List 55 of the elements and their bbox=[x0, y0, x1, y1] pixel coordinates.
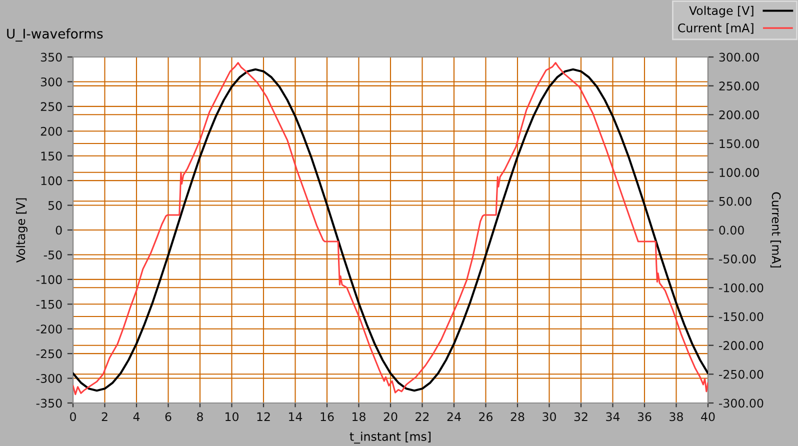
y2-tick-label: 300.00 bbox=[719, 52, 759, 62]
y-tick-label: 250 bbox=[40, 102, 62, 112]
y-tick-label: -100 bbox=[36, 275, 62, 284]
chart-title: U_I-waveforms bbox=[7, 28, 103, 42]
y2-tick-label: -50.00 bbox=[718, 254, 756, 264]
y-axis-title: Voltage [V] bbox=[16, 198, 28, 263]
y2-tick-label: 250.00 bbox=[719, 82, 759, 90]
x-tick-label: 4 bbox=[133, 412, 140, 421]
y2-tick-label: -150.00 bbox=[718, 312, 764, 322]
x-tick-label: 36 bbox=[638, 412, 652, 422]
y-tick-label: 100 bbox=[41, 176, 62, 186]
x-tick-label: 8 bbox=[197, 412, 203, 422]
y2-tick-label: 150.00 bbox=[720, 139, 759, 148]
y-tick-label: -300 bbox=[36, 374, 62, 383]
y2-tick-label: -300.00 bbox=[718, 398, 764, 408]
x-tick-label: 14 bbox=[289, 412, 302, 421]
y-tick-label: -250 bbox=[36, 349, 62, 358]
y2-tick-label: 200.00 bbox=[719, 110, 759, 120]
x-tick-label: 32 bbox=[574, 412, 588, 422]
x-tick-label: 28 bbox=[510, 412, 524, 422]
x-tick-label: 40 bbox=[701, 412, 715, 422]
x-tick-label: 30 bbox=[542, 412, 556, 422]
y2-tick-label: 50.00 bbox=[719, 196, 752, 206]
x-tick-label: 2 bbox=[102, 412, 108, 421]
x-tick-label: 20 bbox=[384, 412, 398, 422]
x-tick-label: 18 bbox=[352, 412, 366, 422]
y2-tick-label: 0.00 bbox=[719, 226, 744, 235]
y-tick-label: 300 bbox=[40, 77, 62, 86]
y-tick-label: -350 bbox=[36, 398, 62, 408]
x-axis-title: t_instant [ms] bbox=[350, 432, 431, 444]
x-tick-label: 38 bbox=[670, 412, 683, 422]
x-tick-label: 26 bbox=[479, 412, 493, 422]
x-tick-label: 0 bbox=[70, 412, 76, 422]
x-tick-label: 6 bbox=[165, 412, 172, 422]
y-tick-label: 50 bbox=[48, 201, 62, 210]
y-tick-label: 200 bbox=[40, 126, 62, 136]
y-tick-label: 150 bbox=[41, 152, 62, 161]
y2-tick-label: 100.00 bbox=[720, 168, 759, 177]
legend-label: Current [mA] bbox=[678, 23, 754, 34]
y-tick-label: -200 bbox=[36, 324, 62, 334]
y2-tick-label: -250.00 bbox=[718, 370, 764, 379]
y-tick-label: -50 bbox=[44, 250, 62, 260]
y2-tick-label: -100.00 bbox=[718, 283, 764, 292]
legend-label: Voltage [V] bbox=[689, 6, 754, 18]
y-tick-label: 0 bbox=[56, 226, 62, 235]
y-tick-label: -150 bbox=[36, 300, 62, 309]
x-tick-label: 24 bbox=[447, 412, 461, 421]
y-tick-label: 350 bbox=[40, 52, 62, 62]
x-tick-label: 10 bbox=[226, 412, 238, 422]
x-tick-label: 16 bbox=[320, 412, 334, 422]
x-tick-label: 12 bbox=[257, 412, 270, 421]
x-tick-label: 34 bbox=[606, 412, 620, 422]
y2-tick-label: -200.00 bbox=[718, 341, 764, 350]
y2-axis-title: Current [mA] bbox=[770, 192, 781, 268]
x-tick-label: 22 bbox=[416, 412, 429, 421]
